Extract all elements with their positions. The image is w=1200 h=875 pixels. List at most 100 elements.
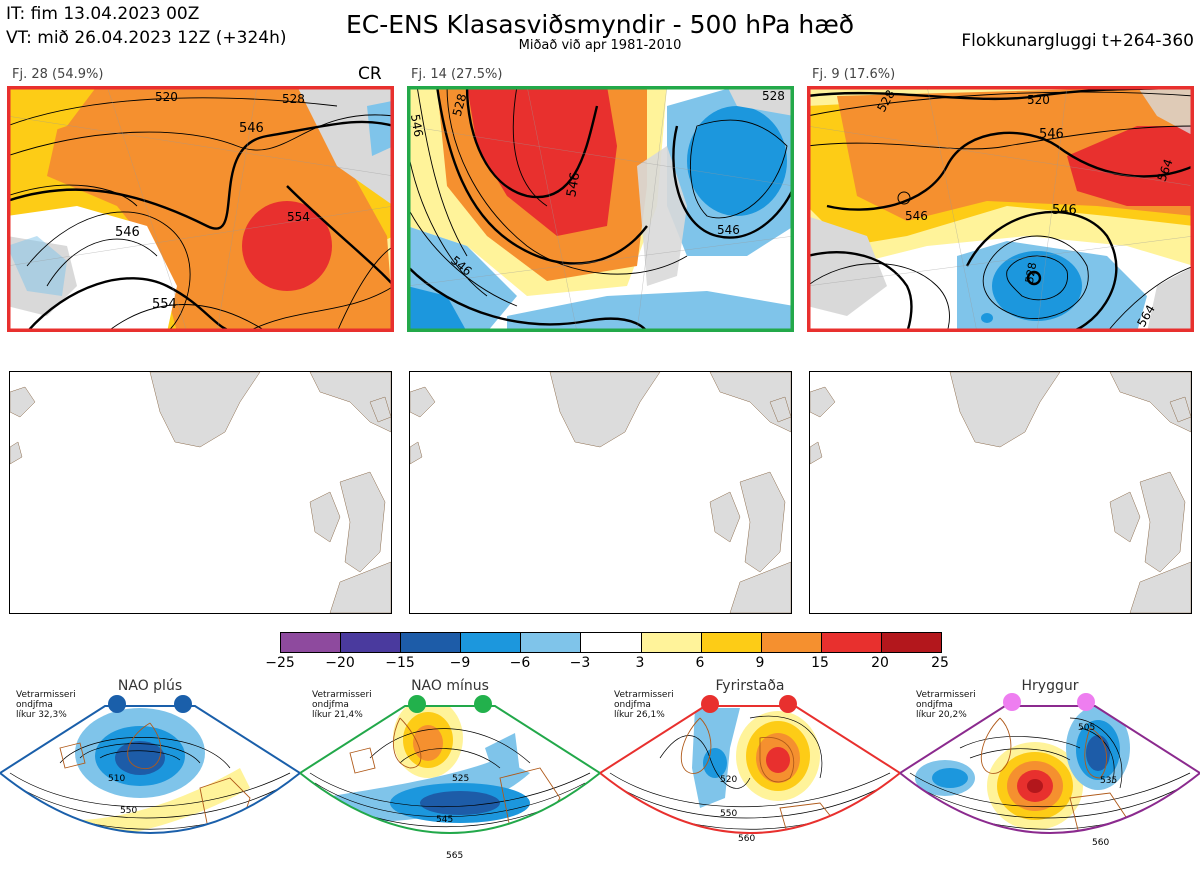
colorbar-swatch [581, 633, 642, 652]
regime-ridge-svg: 505 535 560 [898, 693, 1200, 848]
cluster-1-contour-1: 520 [155, 90, 178, 104]
page-subtitle: Miðað við apr 1981-2010 [518, 38, 682, 53]
regime-text-line: líkur 20,2% [916, 710, 967, 720]
regime-text-line: líkur 32,3% [16, 710, 67, 720]
cluster-2-contour-2: 546 [564, 171, 583, 198]
colorbar-tick: −6 [509, 655, 531, 671]
regime-nao-plus-dot-left [108, 695, 126, 713]
colorbar-tick: 20 [871, 655, 889, 671]
regime-blocking-name: Fyrirstaða [715, 678, 785, 694]
regime-ridge-contour-0: 505 [1078, 723, 1095, 733]
cluster-1-contour-3: 546 [115, 225, 140, 240]
cluster-2-contour-1: 546 [408, 113, 426, 138]
cluster-2-contour-0: 528 [450, 92, 469, 118]
cluster-1-contour-4: 554 [287, 210, 310, 224]
colorbar-swatch [281, 633, 342, 652]
cluster-window: Flokkunargluggi t+264-360 [961, 31, 1194, 51]
regime-nao-minus-dot-right [474, 695, 492, 713]
cluster-3-contour-2: 546 [1039, 127, 1064, 142]
colorbar [280, 632, 942, 653]
regime-ridge-dot-right [1077, 693, 1095, 711]
cluster-3-svg: 528 520 546 546 546 564 528 564 [807, 86, 1194, 332]
valid-time: VT: mið 26.04.2023 12Z (+324h) [6, 28, 287, 48]
colorbar-swatch [521, 633, 582, 652]
colorbar-tick: 25 [931, 655, 949, 671]
cluster-1-label: Fj. 28 (54.9%) [12, 67, 104, 82]
regime-blocking-text: Vetrarmisseri ondjfma líkur 26,1% [614, 690, 704, 720]
regime-ridge-text: Vetrarmisseri ondjfma líkur 20,2% [916, 690, 1006, 720]
cluster-1-contour-6: 554 [152, 297, 177, 312]
colorbar-tick: −15 [385, 655, 415, 671]
regime-nao-minus-contour-0: 525 [452, 774, 469, 784]
colorbar-swatch [461, 633, 522, 652]
basemap-2 [409, 371, 792, 614]
cluster-2-border [407, 86, 794, 332]
regime-text-line: Vetrarmisseri [916, 690, 976, 700]
cluster-1-border [7, 86, 394, 332]
cluster-2-svg: 528 546 546 546 546 528 [407, 86, 794, 332]
cluster-3-contour-1: 520 [1027, 93, 1050, 107]
cluster-1-contour-0: 546 [239, 121, 264, 136]
regime-ridge: 505 535 560 Hryggur Vetrarmisseri ondjfm… [898, 678, 1200, 871]
regime-nao-plus-contour-0: 510 [108, 774, 125, 784]
colorbar-swatch [401, 633, 462, 652]
regime-text-line: ondjfma [16, 700, 53, 710]
basemap-2-svg [410, 372, 791, 613]
regime-text-line: líkur 21,4% [312, 710, 363, 720]
regime-ridge-name: Hryggur [1021, 678, 1079, 694]
basemap-3-svg [810, 372, 1191, 613]
cluster-1-map: 520 528 546 546 554 554 [7, 86, 394, 332]
colorbar-swatch [761, 633, 822, 652]
regime-nao-plus-name: NAO plús [117, 678, 183, 694]
regime-nao-minus-contour-1: 545 [436, 815, 453, 825]
regime-text-line: líkur 26,1% [614, 710, 665, 720]
cluster-3-contour-3: 546 [905, 209, 928, 223]
colorbar-tick: 9 [755, 655, 765, 671]
regime-blocking-dot-left [701, 695, 719, 713]
regime-blocking-dot-right [779, 695, 797, 713]
regime-nao-plus-text: Vetrarmisseri ondjfma líkur 32,3% [16, 690, 106, 720]
regime-nao-plus-contour-1: 550 [120, 806, 137, 816]
regime-blocking-contour-2: 560 [738, 834, 755, 844]
regime-text-line: Vetrarmisseri [312, 690, 372, 700]
colorbar-tick: −20 [325, 655, 355, 671]
regime-nao-plus: 510 550 NAO plús Vetrarmisseri ondjfma l… [0, 678, 302, 871]
basemap-1 [9, 371, 392, 614]
cluster-3-map: 528 520 546 546 546 564 528 564 [807, 86, 1194, 332]
colorbar-swatch [701, 633, 762, 652]
colorbar-tick: −25 [265, 655, 295, 671]
regime-nao-minus-text: Vetrarmisseri ondjfma líkur 21,4% [312, 690, 402, 720]
colorbar-tick: −3 [569, 655, 591, 671]
regime-nao-minus-contour-2: 565 [446, 851, 463, 861]
regime-nao-plus-dot-right [174, 695, 192, 713]
basemap-1-svg [10, 372, 391, 613]
regime-nao-minus-svg: 525 545 565 [298, 695, 602, 861]
cluster-2-label: Fj. 14 (27.5%) [411, 67, 503, 82]
colorbar-tick: 3 [635, 655, 645, 671]
regime-blocking-contour-0: 520 [720, 775, 737, 785]
colorbar-swatch [341, 633, 402, 652]
cluster-2-contour-3: 546 [717, 223, 740, 237]
cluster-3-contour-4: 546 [1052, 203, 1077, 218]
regime-blocking-contour-1: 550 [720, 809, 737, 819]
regime-nao-minus-name: NAO mínus [411, 678, 489, 694]
cluster-1-svg: 520 528 546 546 554 554 [7, 86, 394, 332]
regime-nao-minus: 525 545 565 NAO mínus Vetrarmisseri ondj… [298, 678, 602, 871]
regime-blocking: 520 550 560 Fyrirstaða Vetrarmisseri ond… [598, 678, 902, 871]
colorbar-tick: −9 [449, 655, 471, 671]
regime-text-line: ondjfma [916, 700, 953, 710]
cluster-3-contour-6: 528 [1023, 261, 1039, 284]
colorbar-tick: 15 [811, 655, 829, 671]
regime-blocking-svg: 520 550 560 [598, 695, 902, 844]
cluster-2-map: 528 546 546 546 546 528 [407, 86, 794, 332]
colorbar-swatch [881, 633, 942, 652]
colorbar-swatch [821, 633, 882, 652]
regime-nao-minus-dot-left [408, 695, 426, 713]
basemap-3 [809, 371, 1192, 614]
colorbar-swatch [641, 633, 702, 652]
regime-nao-plus-svg: 510 550 [0, 695, 302, 834]
cluster-3-border [807, 86, 1194, 332]
regime-text-line: Vetrarmisseri [614, 690, 674, 700]
regime-text-line: Vetrarmisseri [16, 690, 76, 700]
page-title: EC-ENS Klasasviðsmyndir - 500 hPa hæð [345, 10, 855, 39]
